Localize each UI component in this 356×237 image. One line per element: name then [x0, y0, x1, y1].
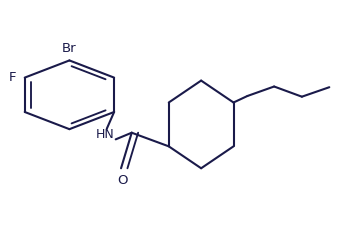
Text: HN: HN: [96, 128, 114, 141]
Text: F: F: [8, 71, 16, 84]
Text: O: O: [117, 174, 127, 187]
Text: Br: Br: [62, 41, 77, 55]
